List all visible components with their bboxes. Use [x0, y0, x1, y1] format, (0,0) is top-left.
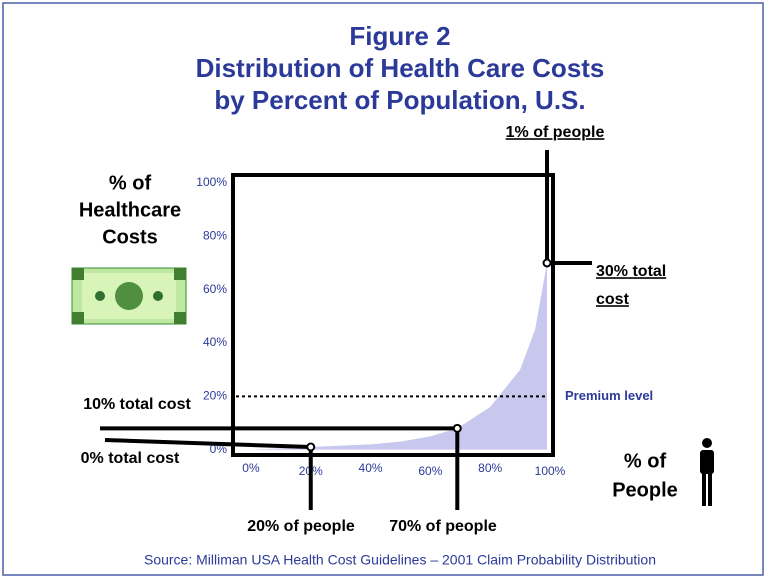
- dollar-icon: [71, 267, 187, 325]
- annotation: 30% total: [596, 263, 666, 280]
- y-tick-label: 100%: [196, 175, 227, 189]
- x-axis-title: % of: [624, 450, 667, 472]
- x-tick-label: 0%: [242, 461, 260, 475]
- y-axis-title: Costs: [102, 226, 158, 248]
- x-tick-label: 100%: [535, 464, 566, 478]
- annotation: 1% of people: [506, 124, 605, 141]
- annotation: 0% total cost: [81, 450, 180, 467]
- area: [250, 263, 548, 450]
- plot-frame: [231, 173, 555, 457]
- point-marker: [306, 442, 316, 452]
- y-tick-label: 60%: [203, 282, 227, 296]
- y-tick-label: 80%: [203, 229, 227, 243]
- y-axis-title: % of: [109, 172, 152, 194]
- source-note: Source: Milliman USA Health Cost Guideli…: [144, 552, 656, 568]
- leader-line: [104, 438, 311, 449]
- chart-title: by Percent of Population, U.S.: [214, 85, 585, 115]
- x-tick-label: 40%: [359, 461, 383, 475]
- x-tick-label: 80%: [478, 461, 502, 475]
- point-marker: [542, 258, 552, 268]
- premium-label: Premium level: [565, 388, 653, 403]
- y-axis-title: Healthcare: [79, 199, 181, 221]
- y-tick-label: 20%: [203, 389, 227, 403]
- chart-title: Figure 2: [349, 21, 450, 51]
- annotation: 20% of people: [247, 518, 355, 535]
- person-icon: [700, 438, 714, 506]
- x-axis-title: People: [612, 479, 678, 501]
- annotation: 70% of people: [389, 518, 497, 535]
- x-tick-label: 60%: [418, 464, 442, 478]
- annotation: cost: [596, 291, 630, 308]
- chart-title: Distribution of Health Care Costs: [196, 53, 605, 83]
- y-tick-label: 40%: [203, 335, 227, 349]
- point-marker: [452, 423, 462, 433]
- annotation: 10% total cost: [83, 396, 191, 413]
